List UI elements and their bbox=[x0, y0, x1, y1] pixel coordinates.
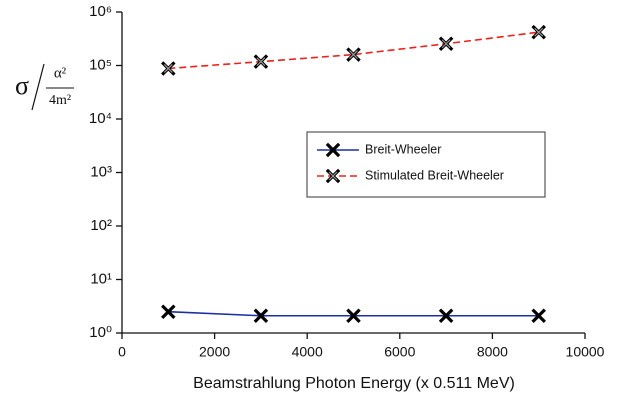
y-tick-label: 10² bbox=[90, 217, 112, 234]
x-tick-label: 6000 bbox=[384, 344, 415, 360]
data-point bbox=[438, 308, 454, 324]
y-tick-label: 10⁰ bbox=[89, 324, 112, 341]
legend-box bbox=[306, 131, 546, 198]
legend-marker bbox=[325, 142, 341, 158]
legend-label: Breit-Wheeler bbox=[365, 142, 441, 156]
data-point-inner bbox=[349, 50, 358, 60]
data-point-inner bbox=[534, 27, 544, 37]
y-tick-label: 10⁶ bbox=[89, 3, 112, 20]
data-point bbox=[346, 308, 361, 324]
data-point bbox=[161, 304, 176, 319]
data-point-inner bbox=[441, 39, 451, 49]
data-point-inner bbox=[163, 64, 173, 73]
x-tick-label: 0 bbox=[118, 344, 126, 360]
data-point bbox=[531, 308, 546, 324]
legend-marker-inner bbox=[328, 171, 338, 181]
y-axis-denominator: 4m² bbox=[49, 93, 71, 108]
y-axis-slash bbox=[31, 63, 45, 111]
y-tick-label: 10¹ bbox=[90, 270, 112, 287]
data-point bbox=[253, 308, 269, 324]
x-tick-label: 4000 bbox=[292, 344, 323, 360]
y-axis-symbol: σ bbox=[15, 71, 29, 100]
y-tick-label: 10⁵ bbox=[89, 56, 112, 73]
y-axis-numerator: α² bbox=[54, 65, 67, 81]
data-point-inner bbox=[256, 57, 266, 67]
series-line bbox=[168, 31, 539, 70]
legend-label: Stimulated Breit-Wheeler bbox=[365, 168, 504, 182]
y-tick-label: 10³ bbox=[90, 163, 112, 180]
x-tick-label: 8000 bbox=[477, 344, 508, 360]
y-tick-label: 10⁴ bbox=[89, 110, 112, 127]
x-tick-label: 2000 bbox=[199, 344, 230, 360]
x-tick-label: 10000 bbox=[566, 344, 605, 360]
x-axis-label: Beamstrahlung Photon Energy (x 0.511 MeV… bbox=[193, 375, 515, 392]
